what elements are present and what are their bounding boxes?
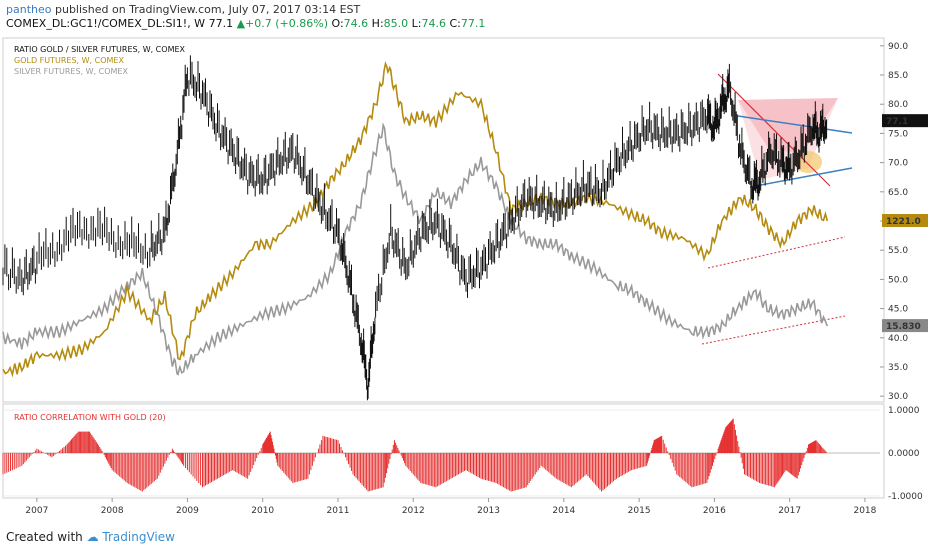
x-tick-label: 2014 xyxy=(552,506,575,516)
x-tick-label: 2009 xyxy=(176,506,199,516)
x-tick-label: 2013 xyxy=(477,506,500,516)
x-tick-label: 2017 xyxy=(778,506,801,516)
axes: 90.085.080.075.070.065.060.055.050.045.0… xyxy=(25,42,928,516)
close-value: 77.1 xyxy=(460,17,486,30)
y-tick-label: 80.0 xyxy=(888,100,908,110)
gold-line xyxy=(2,60,829,378)
upper-trendline xyxy=(737,115,853,134)
correlation-bars xyxy=(2,418,880,492)
low-label: L: xyxy=(411,17,422,30)
y-tick-label: 55.0 xyxy=(888,246,908,256)
x-tick-label: 2010 xyxy=(251,506,274,516)
open-label: O: xyxy=(331,17,344,30)
red-trendline xyxy=(717,73,831,187)
y-tick-label: 35.0 xyxy=(888,363,908,373)
y-tick-label: 70.0 xyxy=(888,159,908,169)
gold-line-last-badge xyxy=(882,214,928,227)
price-change: +0.7 (+0.86%) xyxy=(245,17,328,30)
series-layer xyxy=(2,55,829,401)
symbol-name[interactable]: COMEX_DL:GC1!/COMEX_DL:SI1!, W xyxy=(6,17,206,30)
tradingview-logo-icon: ☁ xyxy=(86,530,99,544)
last-price: 77.1 xyxy=(208,17,234,30)
high-label: H: xyxy=(371,17,384,30)
legend-gold: GOLD FUTURES, W, COMEX xyxy=(14,56,124,65)
ratio-line-last-label: 77.1 xyxy=(886,117,908,127)
legend-correlation: RATIO CORRELATION WITH GOLD (20) xyxy=(14,413,166,422)
silver-line-last-label: 15.830 xyxy=(886,322,921,332)
x-tick-label: 2012 xyxy=(402,506,425,516)
author-link[interactable]: pantheo xyxy=(6,3,52,16)
x-tick-label: 2018 xyxy=(853,506,876,516)
pattern-annotations xyxy=(701,73,853,345)
open-value: 74.6 xyxy=(343,17,369,30)
silver-line-last-badge xyxy=(882,319,928,333)
created-with-text: Created with xyxy=(6,530,83,544)
lower-trendline xyxy=(749,167,853,188)
x-tick-label: 2015 xyxy=(628,506,651,516)
pattern-upper-triangle xyxy=(738,98,838,154)
y-tick-label: 30.0 xyxy=(888,392,908,402)
x-tick-label: 2008 xyxy=(101,506,124,516)
x-tick-label: 2016 xyxy=(703,506,726,516)
footer: Created with ☁ TradingView xyxy=(6,530,175,544)
close-label: C: xyxy=(449,17,461,30)
legend-silver: SILVER FUTURES, W, COMEX xyxy=(14,67,128,76)
y-tick-label: 85.0 xyxy=(888,71,908,81)
publish-text: published on TradingView.com, July 07, 2… xyxy=(54,3,361,16)
high-value: 85.0 xyxy=(383,17,409,30)
corr-tick-label: -1.0000 xyxy=(888,492,923,502)
y-tick-label: 75.0 xyxy=(888,129,908,139)
ratio-line xyxy=(2,55,828,401)
silver-support-line xyxy=(701,315,846,345)
y-tick-label: 40.0 xyxy=(888,334,908,344)
y-tick-label: 45.0 xyxy=(888,305,908,315)
low-value: 74.6 xyxy=(421,17,447,30)
y-tick-label: 50.0 xyxy=(888,275,908,285)
x-tick-label: 2007 xyxy=(25,506,48,516)
silver-line xyxy=(2,122,829,376)
legend: RATIO GOLD / SILVER FUTURES, W, COMEX GO… xyxy=(14,45,186,422)
x-tick-label: 2011 xyxy=(327,506,350,516)
indicator-pane-border xyxy=(2,403,885,499)
tradingview-link[interactable]: TradingView xyxy=(102,530,175,544)
publish-info: pantheo published on TradingView.com, Ju… xyxy=(6,3,360,16)
up-arrow-icon: ▲ xyxy=(236,17,246,30)
y-tick-label: 65.0 xyxy=(888,188,908,198)
chart-svg[interactable]: 90.085.080.075.070.065.060.055.050.045.0… xyxy=(0,34,932,520)
gold-support-line xyxy=(707,236,846,269)
y-tick-label: 90.0 xyxy=(888,42,908,52)
ratio-line-last-badge xyxy=(882,114,928,128)
gold-line-last-label: 1221.0 xyxy=(886,217,921,227)
corr-tick-label: 0.0000 xyxy=(888,449,920,459)
symbol-bar: COMEX_DL:GC1!/COMEX_DL:SI1!, W 77.1 ▲+0.… xyxy=(6,17,485,30)
legend-ratio: RATIO GOLD / SILVER FUTURES, W, COMEX xyxy=(14,45,186,54)
corr-tick-label: 1.0000 xyxy=(888,406,920,416)
